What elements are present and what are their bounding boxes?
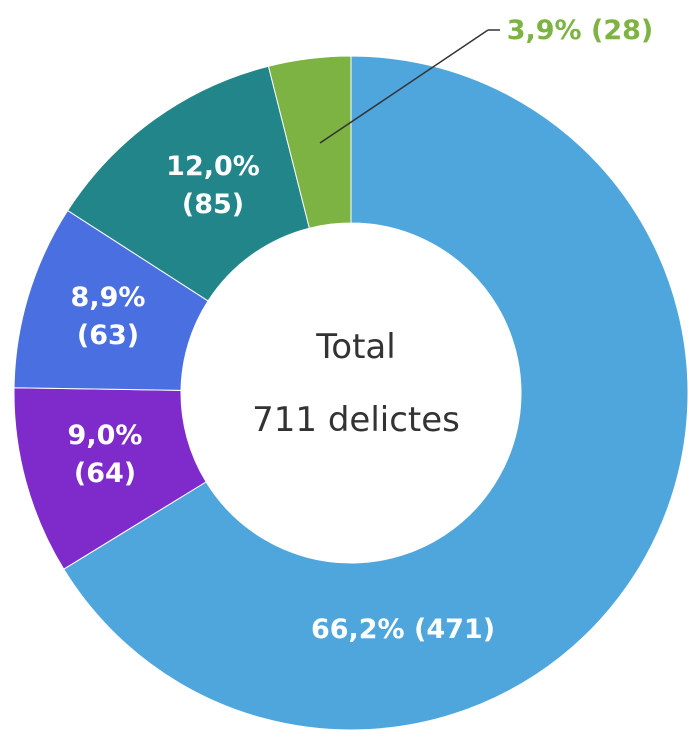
- leader-line: [319, 29, 489, 144]
- slice-label: 66,2% (471): [310, 614, 496, 645]
- donut-slice: [66, 65, 310, 302]
- center-total: 711 delictes: [252, 400, 460, 440]
- slice-label: 3,9% (28): [506, 15, 654, 46]
- slice-label: 9,0% (64): [67, 420, 143, 489]
- slice-label: 8,9% (63): [70, 282, 146, 351]
- donut-slice: [63, 55, 688, 730]
- slice-label: 12,0% (85): [166, 151, 260, 220]
- center-title: Total: [316, 327, 396, 367]
- donut-slice: [267, 55, 352, 229]
